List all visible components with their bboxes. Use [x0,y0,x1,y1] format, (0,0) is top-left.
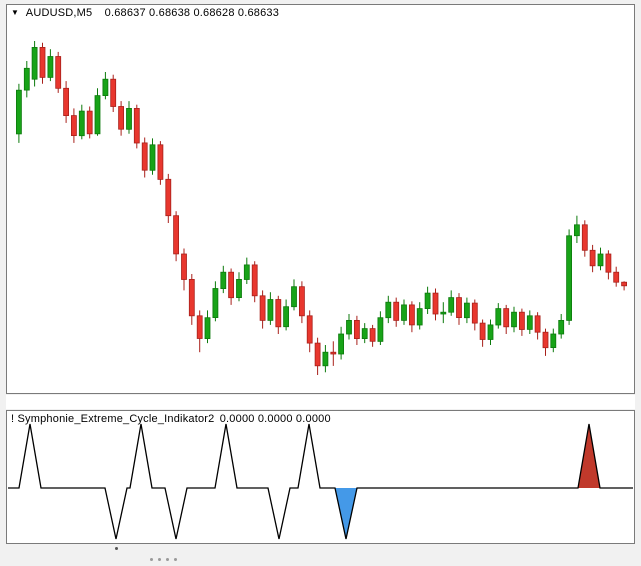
indicator-panel[interactable]: ! Symphonie_Extreme_Cycle_Indikator2 0.0… [6,410,635,544]
indicator-values: 0.0000 0.0000 0.0000 [219,413,331,425]
chart-symbol-label: AUDUSD,M5 [25,7,93,19]
indicator-name-label: ! Symphonie_Extreme_Cycle_Indikator2 [11,413,215,425]
price-chart-canvas[interactable] [7,5,634,393]
indicator-canvas[interactable] [7,411,634,543]
symbol-marker-icon: ▼ [11,8,20,17]
scroll-dot [115,547,118,550]
chart-ohlc-values: 0.68637 0.68638 0.68628 0.68633 [104,7,280,19]
price-chart-header: ▼ AUDUSD,M5 0.68637 0.68638 0.68628 0.68… [11,7,279,19]
price-chart-panel[interactable]: ▼ AUDUSD,M5 0.68637 0.68638 0.68628 0.68… [6,4,635,394]
divider-handle-dots[interactable] [150,548,182,566]
indicator-header: ! Symphonie_Extreme_Cycle_Indikator2 0.0… [11,413,331,425]
footer-strip [0,545,641,561]
panel-splitter[interactable] [6,395,635,409]
